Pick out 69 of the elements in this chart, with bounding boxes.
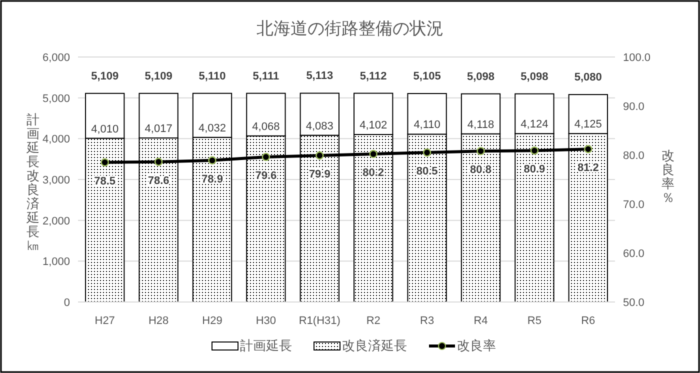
text: 計画延長改良済延長㎞ [26,112,40,253]
y-tick-label: 1,000 [42,256,70,268]
total-label: 5,098 [466,70,495,83]
data-label: 4,110 [414,119,440,132]
point [422,148,432,157]
data-label: 78.6 [148,174,170,187]
point [584,145,592,154]
total-label: 5,109 [91,70,119,82]
x-tick-label: H28 [148,315,169,327]
total-label: 5,111 [252,70,280,82]
point [262,152,270,162]
y-tick-label: 4,000 [42,134,70,146]
y-tick-label: 3,000 [42,174,70,186]
data-label: 79.9 [308,168,330,180]
y2-tick-label: 60.0 [623,248,644,260]
y-tick-label: 2,000 [42,215,70,228]
y2-tick-label: 70.0 [623,199,644,211]
data-label: 4,083 [306,120,334,132]
data-label: 80.9 [524,164,546,176]
x-tick-label: R5 [527,315,542,327]
legend-label: 改良率 [457,338,496,353]
total-label: 5,112 [360,70,387,82]
data-label: 4,010 [91,123,119,136]
y-tick-label: 6,000 [42,52,70,64]
point [369,150,378,158]
y-tick-label: 5,000 [42,92,70,105]
data-label: 80.8 [470,164,492,176]
data-label: 4,118 [467,118,494,131]
total-label: 5,113 [306,70,334,82]
point [208,156,216,164]
y2-tick-label: 80.0 [623,150,644,162]
data-label: 79.6 [255,170,277,182]
x-tick-label: R6 [581,315,596,327]
total-label: 5,080 [574,72,602,84]
total-label: 5,098 [520,70,548,83]
x-tick-label: R4 [474,315,488,327]
y-tick-label: 0 [64,297,70,309]
point [530,146,539,155]
data-label: 81.2 [577,162,599,174]
data-label: 4,017 [144,122,172,135]
x-tick-label: H27 [94,315,115,327]
x-tick-label: R3 [420,315,434,327]
data-label: 80.5 [416,166,438,178]
x-tick-label: R1(H31) [298,315,340,327]
total-label: 5,105 [413,70,441,83]
data-label: 4,032 [198,122,226,134]
point [476,146,485,156]
data-label: 80.2 [362,167,384,180]
y2-tick-label: 50.0 [623,297,644,309]
y2-tick-label: 100.0 [623,52,651,64]
x-tick-label: R2 [366,315,380,327]
data-label: 78.9 [202,173,223,186]
total-label: 5,110 [198,70,226,82]
data-label: 4,124 [520,118,548,131]
total-label: 5,109 [144,70,172,82]
x-tick-label: H30 [256,315,276,327]
legend-label: 計画延長 [240,338,292,353]
point [100,158,109,166]
y2-axis-title: 改良率％ [662,148,674,205]
legend-label: 改良済延長 [342,338,407,353]
data-label: 78.5 [94,175,116,188]
data-label: 4,125 [574,118,602,131]
data-label: 4,102 [360,120,388,132]
point [316,151,324,160]
y2-tick-label: 90.0 [623,101,644,113]
x-tick-label: H29 [202,315,222,327]
data-label: 4,068 [252,120,280,133]
point [154,158,163,166]
chart-title: 北海道の街路整備の状況 [256,19,444,38]
